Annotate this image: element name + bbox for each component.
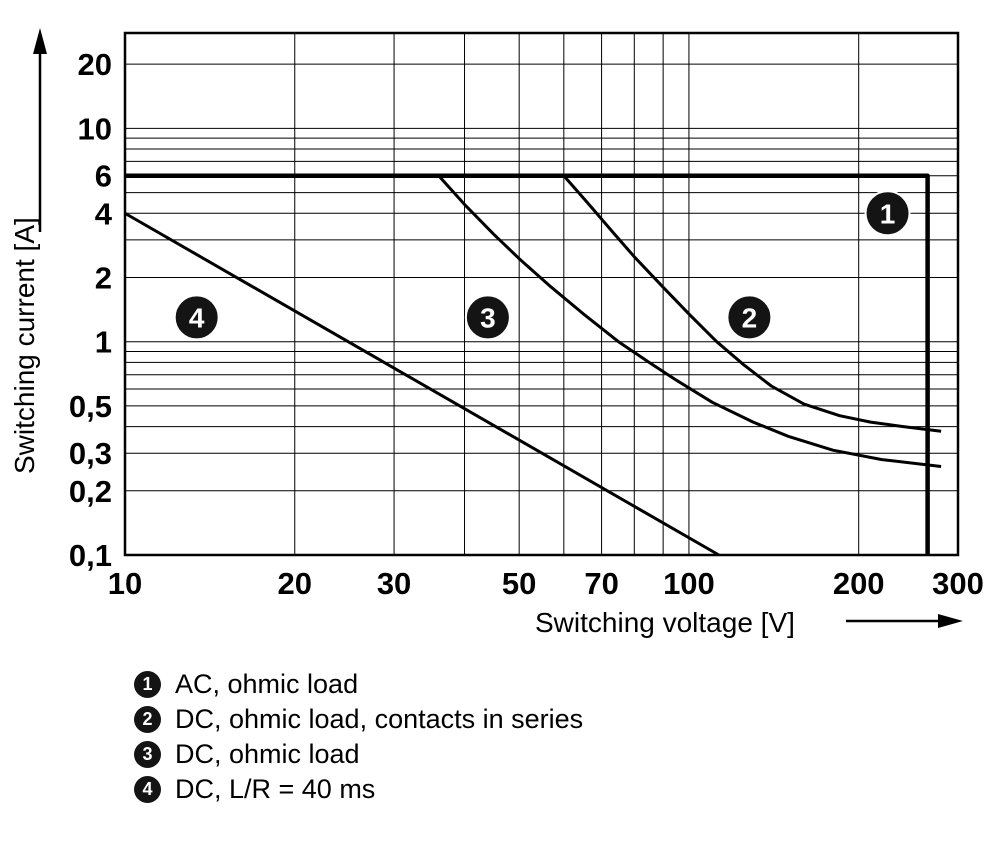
legend-item-1: 1 AC, ohmic load (134, 667, 583, 702)
curve-marker-3-number: 3 (480, 302, 496, 333)
chart-canvas: 10 20 30 50 70 100 200 300201064210,50,30,20,1 … (9, 28, 984, 638)
y-tick-label: 4 (95, 196, 113, 231)
legend-marker-1-icon: 1 (134, 671, 161, 698)
legend-item-2: 2 DC, ohmic load, contacts in series (134, 702, 583, 737)
legend-item-4: 4 DC, L/R = 40 ms (134, 772, 583, 807)
curve-marker-1-icon (864, 190, 911, 237)
plot-border (123, 31, 960, 557)
curve-marker-2-icon (726, 294, 773, 341)
curve-1 (125, 173, 930, 555)
x-axis-arrow (846, 614, 963, 628)
legend-marker-3-icon: 3 (134, 741, 161, 768)
curve-marker-4-number: 4 (189, 302, 205, 333)
y-tick-label: 2 (95, 260, 112, 295)
x-tick-label: 200 (833, 566, 885, 601)
curve-marker-4-icon (173, 294, 220, 341)
y-tick-label: 6 (95, 159, 112, 194)
y-tick-label: 1 (95, 325, 112, 360)
legend-label-3: DC, ohmic load (175, 739, 360, 769)
x-tick-label: 100 (663, 566, 715, 601)
x-tick-label: 50 (502, 566, 536, 601)
legend-label-1: AC, ohmic load (175, 669, 359, 699)
x-axis-title: Switching voltage [V] (535, 607, 795, 638)
curve-2 (562, 174, 942, 433)
legend-marker-2-icon: 2 (134, 706, 161, 733)
legend-marker-4-icon: 4 (134, 776, 161, 803)
y-tick-label: 20 (78, 47, 112, 82)
y-tick-label: 0,5 (69, 389, 112, 424)
y-tick-label: 0,2 (69, 474, 112, 509)
legend-item-3: 3 DC, ohmic load (134, 737, 583, 772)
marker-layer: 1 2 3 4 (173, 190, 911, 341)
curve-marker-1-number: 1 (880, 198, 896, 229)
x-tick-label: 10 (108, 566, 142, 601)
y-tick-label: 0,1 (69, 538, 112, 573)
x-tick-label: 20 (278, 566, 312, 601)
y-axis-arrow (33, 28, 47, 232)
y-tick-label: 10 (78, 111, 112, 146)
curve-marker-2-number: 2 (742, 302, 758, 333)
curve-4 (124, 211, 720, 557)
curve-marker-3-icon (464, 294, 511, 341)
x-tick-label: 70 (584, 566, 618, 601)
x-tick-label: 300 (932, 566, 984, 601)
y-axis-title: Switching current [A] (9, 217, 40, 474)
legend-label-2: DC, ohmic load, contacts in series (175, 704, 584, 734)
legend-label-4: DC, L/R = 40 ms (175, 774, 376, 804)
grid-layer (123, 31, 960, 557)
curve-layer (124, 173, 942, 557)
curve-3 (437, 174, 942, 468)
y-tick-label: 0,3 (69, 436, 112, 471)
legend: 1 AC, ohmic load 2 DC, ohmic load, conta… (134, 667, 583, 807)
x-tick-label: 30 (377, 566, 411, 601)
